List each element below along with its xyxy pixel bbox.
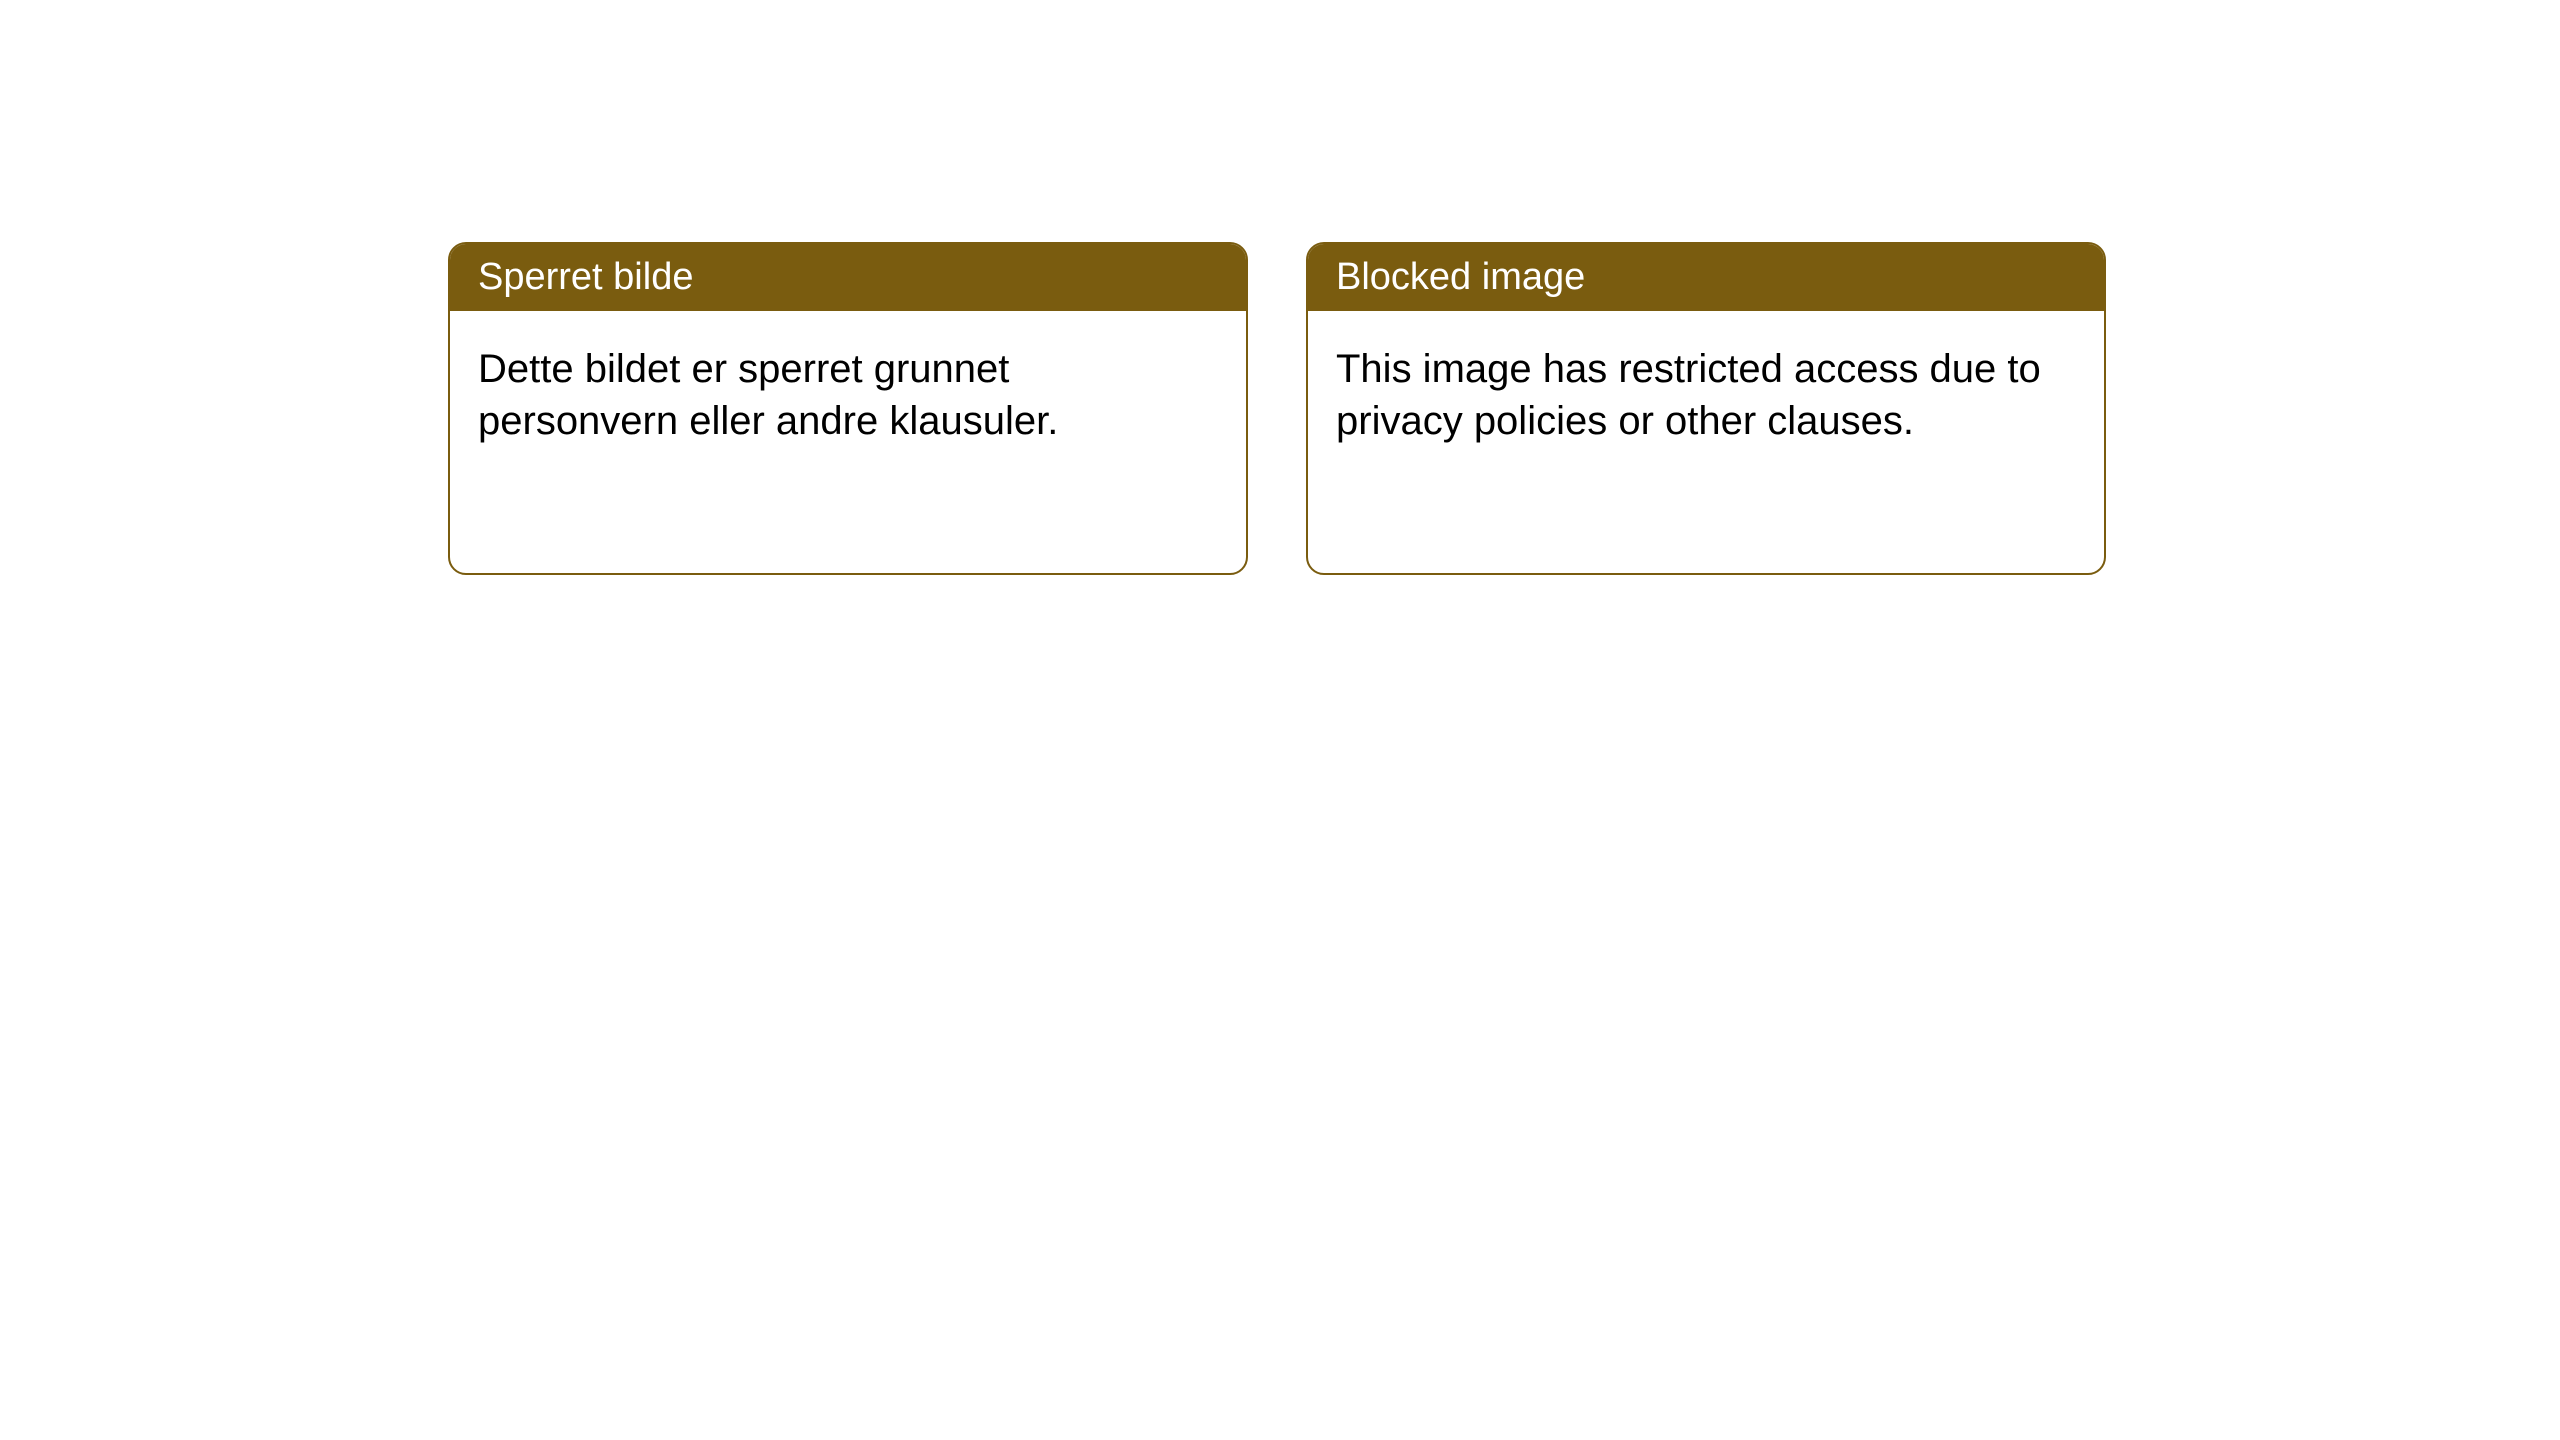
notice-container: Sperret bilde Dette bildet er sperret gr… [0,0,2560,575]
notice-body: Dette bildet er sperret grunnet personve… [450,311,1246,479]
notice-title: Sperret bilde [478,256,693,298]
notice-body: This image has restricted access due to … [1308,311,2104,479]
notice-header: Blocked image [1308,244,2104,311]
notice-card-english: Blocked image This image has restricted … [1306,242,2106,575]
notice-card-norwegian: Sperret bilde Dette bildet er sperret gr… [448,242,1248,575]
notice-header: Sperret bilde [450,244,1246,311]
notice-message: Dette bildet er sperret grunnet personve… [478,347,1058,443]
notice-title: Blocked image [1336,256,1585,298]
notice-message: This image has restricted access due to … [1336,347,2041,443]
